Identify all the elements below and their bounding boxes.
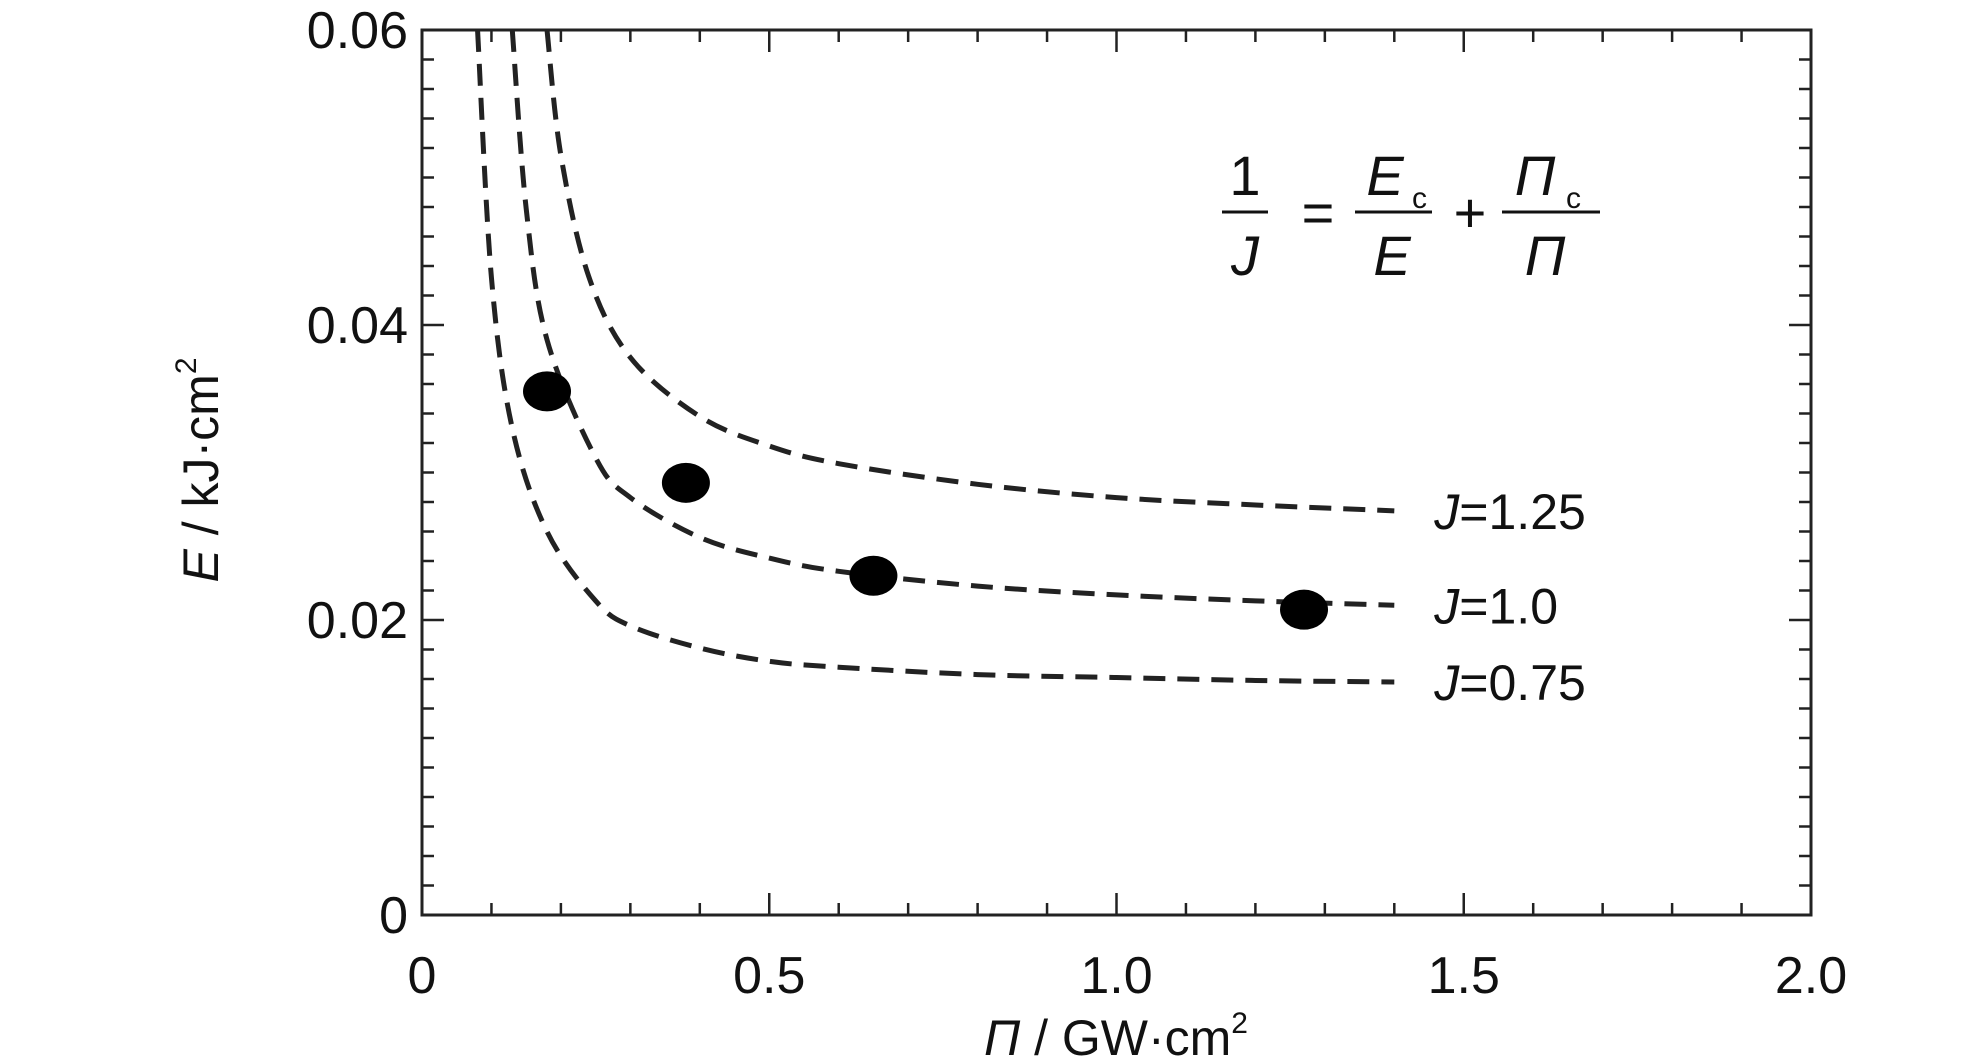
x-tick-label: 1.0 <box>1080 947 1152 1005</box>
eq-t1-num: E <box>1366 144 1404 207</box>
data-point <box>661 462 710 503</box>
y-tick-label: 0 <box>379 887 408 945</box>
curve-label-0: J=1.25 <box>1433 484 1586 540</box>
axis-ticks <box>420 28 1813 917</box>
curve-1 <box>509 29 1395 608</box>
plot-frame <box>420 28 1813 917</box>
equation: 1 J = E c E + Π c Π <box>1222 144 1600 287</box>
x-axis-label: Π / GW·cm2 <box>984 1007 1248 1063</box>
x-tick-label: 0 <box>408 947 437 1005</box>
x-tick-label: 1.5 <box>1428 947 1500 1005</box>
eq-t2-num: Π <box>1515 144 1556 207</box>
y-tick-label: 0.06 <box>307 2 408 60</box>
eq-lhs-den: J <box>1230 224 1260 287</box>
eq-equals: = <box>1302 181 1335 244</box>
y-tick-label: 0.02 <box>307 592 408 650</box>
curve-labels: J=1.25 J=1.0 J=0.75 <box>1433 484 1586 711</box>
x-tick-label: 2.0 <box>1775 947 1847 1005</box>
eq-t2-num-sub: c <box>1566 182 1581 215</box>
eq-t2-den: Π <box>1525 224 1566 287</box>
eq-plus: + <box>1454 181 1487 244</box>
curve-label-1: J=1.0 <box>1433 578 1558 634</box>
eq-t1-num-sub: c <box>1412 182 1427 215</box>
eq-t1-den: E <box>1373 224 1411 287</box>
y-axis-label: E / kJ·cm2 <box>170 357 229 582</box>
data-point <box>523 371 572 412</box>
data-point <box>1280 589 1329 630</box>
tick-labels: 0 0.5 1.0 1.5 2.0 0 0.02 0.04 0.06 <box>307 2 1847 1005</box>
y-tick-label: 0.04 <box>307 297 408 355</box>
x-tick-label: 0.5 <box>733 947 805 1005</box>
eq-lhs-num: 1 <box>1229 144 1260 207</box>
curve-label-2: J=0.75 <box>1433 655 1586 711</box>
curves <box>475 29 1395 685</box>
curve-2 <box>475 29 1395 685</box>
data-points <box>523 371 1329 630</box>
data-point <box>849 555 898 596</box>
curve-0 <box>544 29 1395 514</box>
